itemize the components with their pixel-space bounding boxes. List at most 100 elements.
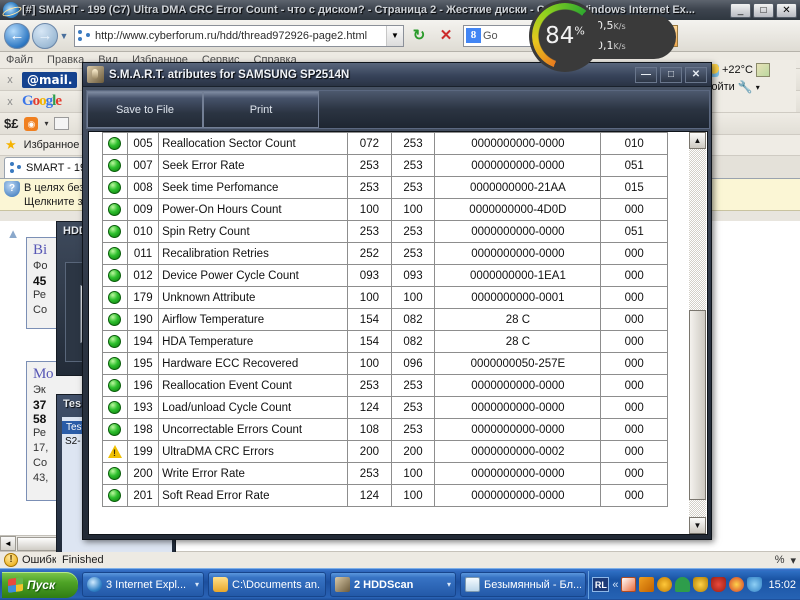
taskbar-item[interactable]: C:\Documents an... (208, 572, 326, 597)
taskbar-item[interactable]: Безымянный - Бл... (460, 572, 586, 597)
java-icon[interactable] (639, 577, 655, 592)
zoom-dropdown-icon[interactable]: ▾ (790, 554, 796, 567)
taskbar-item[interactable]: 3 Internet Expl... ▾ (82, 572, 204, 597)
star-icon[interactable]: ★ (5, 137, 17, 152)
status-zoom-area[interactable]: % ▾ (775, 554, 800, 567)
menu-item-edit[interactable]: Правка (47, 54, 85, 66)
back-button[interactable]: ← (4, 22, 30, 49)
language-indicator[interactable]: RL (592, 577, 610, 592)
card1-line3: Ре (33, 289, 46, 301)
cpu-usage-gauge[interactable]: 84% (529, 0, 601, 72)
shield-orange-icon[interactable] (657, 577, 673, 592)
ie-icon (87, 577, 102, 592)
status-ok-icon-cell (102, 484, 128, 507)
smart-maximize-button[interactable]: □ (660, 66, 682, 83)
menu-item-file[interactable]: Файл (6, 54, 34, 66)
table-row[interactable]: 005 Reallocation Sector Count 072 253 000000… (102, 132, 668, 155)
table-row[interactable]: 007 Seek Error Rate 253 253 0000000000-0000 0… (102, 154, 668, 177)
minimize-button[interactable]: _ (730, 2, 751, 18)
table-row[interactable]: 190 Airflow Temperature 154 082 28 C 000 (102, 308, 668, 331)
start-button[interactable]: Пуск (2, 571, 78, 598)
status-ok-icon-cell (102, 330, 128, 353)
refresh-icon[interactable]: ↻ (412, 26, 426, 44)
stop-icon[interactable]: ✕ (439, 26, 453, 44)
scroll-up-button[interactable]: ▲ (689, 132, 706, 149)
table-row[interactable]: 010 Spin Retry Count 253 253 0000000000-0000… (102, 220, 668, 243)
tab-favicon (10, 162, 22, 174)
history-dropdown-icon[interactable]: ▼ (59, 30, 69, 41)
close-toolbar-icon-2[interactable]: x (7, 95, 13, 108)
window-controls: _ □ ✕ (730, 2, 797, 18)
smart-minimize-button[interactable]: — (635, 66, 657, 83)
status-error-area[interactable]: ! Ошибк (4, 553, 57, 567)
rss-icon[interactable]: ◉ (24, 116, 39, 131)
tab-smart[interactable]: SMART - 19 (4, 157, 96, 178)
print-button[interactable]: Print (203, 91, 319, 128)
alert-icon[interactable] (693, 577, 709, 592)
table-row[interactable]: 200 Write Error Rate 253 100 0000000000-0000… (102, 462, 668, 485)
table-row[interactable]: 008 Seek time Perfomance 253 253 0000000000-… (102, 176, 668, 199)
attribute-threshold: 000 (600, 352, 668, 375)
table-row[interactable]: 201 Soft Read Error Rate 124 100 0000000000-… (102, 484, 668, 507)
utility-icon[interactable] (729, 577, 745, 592)
attribute-worst: 096 (390, 352, 436, 375)
attribute-name: Hardware ECC Recovered (158, 352, 349, 375)
save-to-file-button[interactable]: Save to File (87, 91, 203, 128)
weather-dropdown-icon[interactable]: ▾ (755, 82, 760, 92)
taskbar-item-dropdown-icon[interactable]: ▾ (446, 580, 451, 589)
address-bar[interactable]: http://www.cyberforum.ru/hdd/thread97292… (74, 24, 404, 47)
restore-button[interactable]: □ (753, 2, 774, 18)
test-list-item[interactable]: S2- (65, 436, 81, 447)
table-row[interactable]: 196 Reallocation Event Count 253 253 0000000… (102, 374, 668, 397)
address-dropdown-icon[interactable]: ▼ (386, 25, 403, 46)
wrench-icon[interactable]: 🔧 (737, 80, 753, 94)
rss-dropdown-icon[interactable]: ▾ (44, 119, 49, 128)
taskbar-item[interactable]: 2 HDDScan ▾ (330, 572, 456, 597)
attribute-worst: 082 (390, 308, 436, 331)
close-toolbar-icon[interactable]: x (7, 73, 13, 86)
attribute-id: 196 (126, 374, 160, 397)
table-row[interactable]: 194 HDA Temperature 154 082 28 C 000 (102, 330, 668, 353)
table-row[interactable]: 198 Uncorrectable Errors Count 108 253 00000… (102, 418, 668, 441)
mailru-logo[interactable]: @mail. (22, 71, 78, 88)
page-scroll-up-icon[interactable]: ▲ (6, 226, 20, 241)
attribute-id: 008 (126, 176, 160, 199)
clock[interactable]: 15:02 (768, 578, 796, 591)
table-row[interactable]: 009 Power-On Hours Count 100 100 0000000000-… (102, 198, 668, 221)
map-icon[interactable] (756, 63, 771, 77)
table-row[interactable]: 011 Recalibration Retries 252 253 0000000000… (102, 242, 668, 265)
google-logo[interactable]: Google (22, 93, 62, 109)
table-row[interactable]: 012 Device Power Cycle Count 093 093 0000000… (102, 264, 668, 287)
attribute-id: 009 (126, 198, 160, 221)
test-tab[interactable]: Test (62, 421, 89, 434)
smart-close-button[interactable]: ✕ (685, 66, 707, 83)
scroll-down-button[interactable]: ▼ (689, 517, 706, 534)
note-icon[interactable] (54, 117, 70, 130)
smart-grid-scrollbar[interactable]: ▲ ▼ (689, 132, 706, 534)
table-row[interactable]: 195 Hardware ECC Recovered 100 096 000000005… (102, 352, 668, 375)
security-icon[interactable] (747, 577, 763, 592)
table-row[interactable]: 193 Load/unload Cycle Count 124 253 00000000… (102, 396, 668, 419)
forward-button[interactable]: → (32, 22, 58, 49)
green-led-icon (108, 467, 122, 480)
currency-icon[interactable]: $£ (4, 116, 19, 131)
green-led-icon (108, 291, 122, 304)
ant-icon[interactable] (675, 577, 691, 592)
address-input[interactable]: http://www.cyberforum.ru/hdd/thread97292… (95, 29, 368, 42)
taskbar-item-dropdown-icon[interactable]: ▾ (194, 580, 199, 589)
close-button[interactable]: ✕ (776, 2, 797, 18)
x-icon[interactable] (621, 577, 637, 592)
site-icon (78, 29, 92, 43)
search-input[interactable]: Go (483, 29, 498, 42)
green-led-icon (108, 225, 122, 238)
attribute-worst: 082 (390, 330, 436, 353)
green-led-icon (108, 137, 122, 150)
scrollbar-thumb[interactable] (689, 310, 706, 500)
favorites-label[interactable]: Избранное (23, 139, 80, 151)
antivirus-icon[interactable] (711, 577, 727, 592)
hscroll-left-icon[interactable]: ◄ (0, 536, 16, 551)
tray-expand-icon[interactable]: « (612, 578, 619, 591)
internet-explorer-icon (3, 2, 19, 18)
table-row[interactable]: 179 Unknown Attribute 100 100 0000000000-000… (102, 286, 668, 309)
